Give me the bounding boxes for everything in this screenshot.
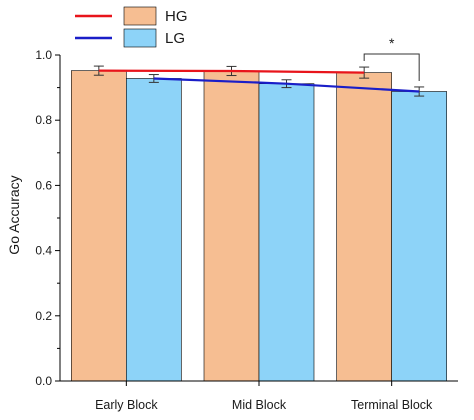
line-hg: [98, 69, 365, 74]
bar-hg: [203, 70, 260, 382]
legend-swatch-lg: [123, 28, 157, 48]
legend-label-lg: LG: [165, 30, 185, 47]
y-axis-label: Go Accuracy: [6, 175, 22, 254]
y-tick-label: 0.0: [35, 374, 52, 388]
y-tick-label: 0.2: [35, 309, 52, 323]
bars: [71, 70, 447, 382]
legend: HG LG: [75, 6, 188, 48]
bar-lg: [126, 78, 182, 382]
legend-label-hg: HG: [165, 8, 188, 25]
y-tick-label: 0.8: [35, 113, 52, 127]
bar-lg: [258, 83, 315, 382]
significance-bracket: [363, 53, 420, 81]
x-tick-label: Terminal Block: [351, 398, 433, 412]
legend-swatch-hg: [123, 6, 157, 26]
bar-hg: [336, 72, 392, 382]
y-tick-label: 1.0: [35, 48, 52, 62]
bar-lg: [391, 91, 447, 382]
y-tick-label: 0.4: [35, 244, 52, 258]
significance-label: *: [389, 35, 395, 51]
axes: 0.0 0.2 0.4 0.6 0.8 1.0 Early Block Mid Block Te…: [35, 48, 458, 412]
x-tick-label: Mid Block: [232, 398, 287, 412]
line-lg: [153, 77, 420, 93]
trend-lines: [98, 69, 420, 93]
significance-annotation: *: [363, 35, 420, 81]
x-tick-label: Early Block: [95, 398, 158, 412]
y-tick-label: 0.6: [35, 178, 52, 192]
bar-hg: [71, 70, 127, 382]
